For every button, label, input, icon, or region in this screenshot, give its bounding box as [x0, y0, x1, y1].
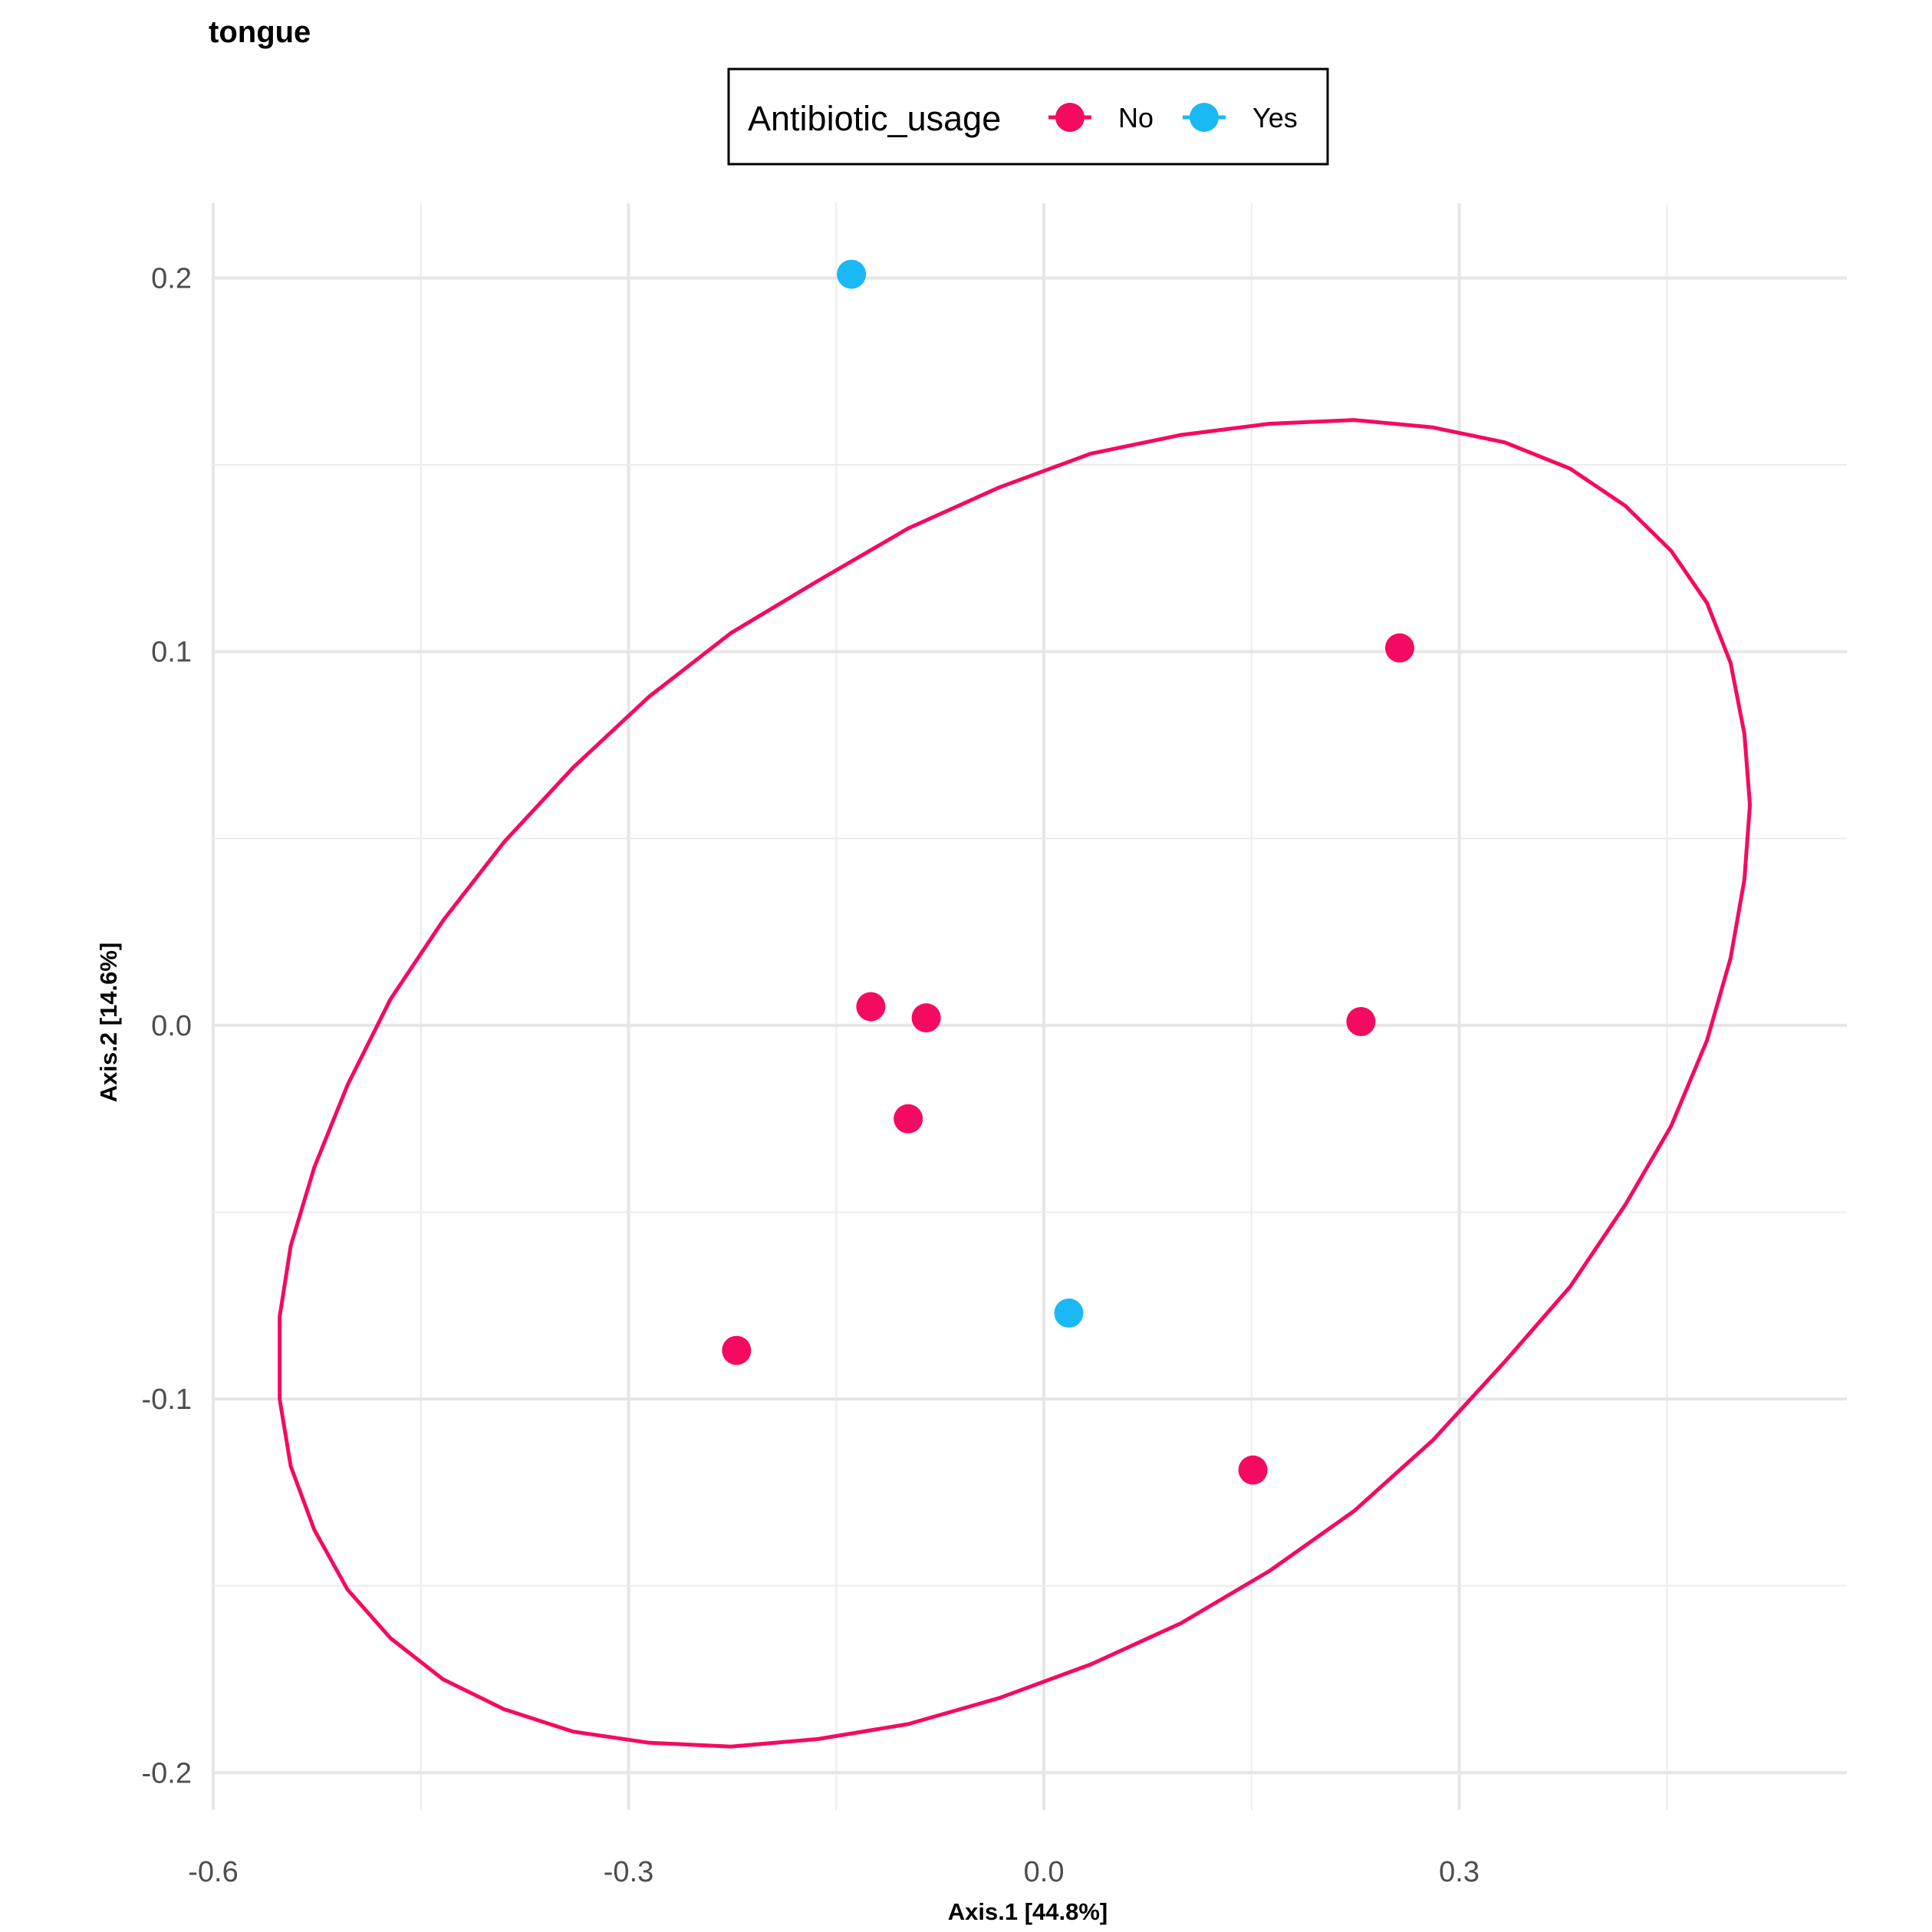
y-tick-label: -0.1	[142, 1384, 192, 1416]
legend: Antibiotic_usage No Yes	[727, 67, 1329, 166]
y-axis-ticks: -0.2 -0.1 0.0 0.1 0.2	[142, 262, 192, 1789]
data-point-no	[1384, 633, 1414, 663]
y-tick-label: 0.0	[151, 1010, 192, 1042]
data-point-yes	[837, 259, 867, 289]
x-axis-ticks: -0.6 -0.3 0.0 0.3	[188, 1856, 1479, 1888]
data-point-no	[911, 1003, 941, 1033]
legend-label: No	[1118, 102, 1154, 133]
legend-title: Antibiotic_usage	[748, 99, 1001, 138]
grid	[212, 203, 1847, 1810]
data-point-no	[722, 1335, 752, 1365]
legend-entry-no: No	[1048, 102, 1154, 133]
chart-title: tongue	[209, 15, 311, 49]
legend-label: Yes	[1252, 102, 1298, 133]
y-tick-label: 0.1	[151, 637, 192, 669]
legend-entry-yes: Yes	[1183, 102, 1298, 133]
legend-box	[727, 67, 1329, 166]
data-point-no	[856, 992, 886, 1022]
x-tick-label: -0.3	[604, 1856, 653, 1888]
data-point-no	[1346, 1006, 1376, 1036]
y-tick-label: -0.2	[142, 1757, 192, 1789]
x-axis-title: Axis.1 [44.8%]	[948, 1898, 1108, 1925]
x-tick-label: 0.0	[1024, 1856, 1065, 1888]
data-point-no	[1238, 1455, 1268, 1485]
y-axis-title: Axis.2 [14.6%]	[95, 943, 122, 1103]
y-tick-label: 0.2	[151, 262, 192, 295]
data-point-yes	[1054, 1298, 1084, 1328]
confidence-ellipse	[278, 418, 1753, 1749]
x-tick-label: 0.3	[1439, 1856, 1479, 1888]
legend-key-dot	[1190, 103, 1219, 132]
data-point-no	[894, 1104, 923, 1134]
x-tick-label: -0.6	[188, 1856, 238, 1888]
data-points	[722, 259, 1414, 1485]
legend-key-dot	[1055, 103, 1084, 132]
